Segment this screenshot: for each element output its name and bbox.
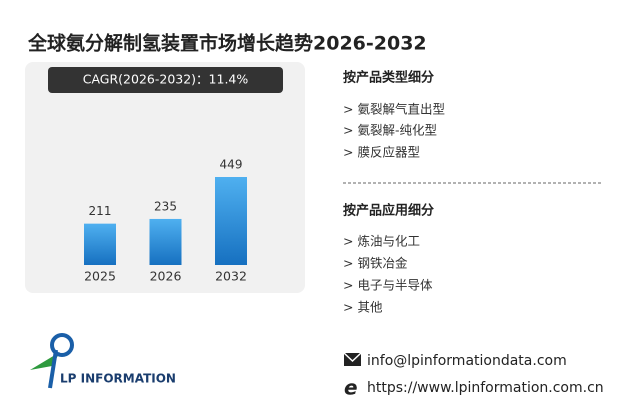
logo-mark	[30, 352, 60, 370]
section-item: > 氨裂解气直出型	[343, 102, 445, 117]
value-label: 449	[220, 158, 243, 172]
title: 全球氨分解制氢装置市场增长趋势2026-2032	[27, 32, 427, 55]
logo-text: LP INFORMATION	[60, 372, 176, 386]
value-label: 211	[89, 204, 112, 218]
x-tick-label: 2025	[84, 269, 116, 284]
email: info@lpinformationdata.com	[367, 353, 567, 369]
website: https://www.lpinformation.com.cn	[367, 380, 604, 396]
bar-chart: 211 2025 235 2026 449 2032	[84, 158, 247, 284]
bar	[215, 177, 247, 265]
x-tick-label: 2026	[150, 269, 182, 284]
section-item: > 膜反应器型	[343, 145, 420, 160]
cagr-label: CAGR(2026-2032)：11.4%	[83, 72, 249, 87]
web-icon: e	[344, 376, 358, 400]
logo-mark	[48, 349, 58, 389]
section-item: > 炼油与化工	[343, 234, 420, 249]
value-label: 235	[154, 199, 177, 213]
bar	[84, 223, 116, 265]
logo-mark	[50, 333, 74, 357]
section-title: 按产品类型细分	[343, 70, 434, 86]
section-item: > 其他	[343, 300, 383, 315]
section-item: > 钢铁冶金	[343, 256, 408, 271]
x-tick-label: 2032	[215, 269, 247, 284]
section-title: 按产品应用细分	[343, 203, 434, 219]
bar	[149, 218, 182, 265]
cagr-pill	[48, 67, 283, 93]
section-item: > 电子与半导体	[343, 278, 433, 293]
section-item: > 氨裂解-纯化型	[343, 123, 437, 138]
email-icon-flap	[343, 352, 362, 363]
